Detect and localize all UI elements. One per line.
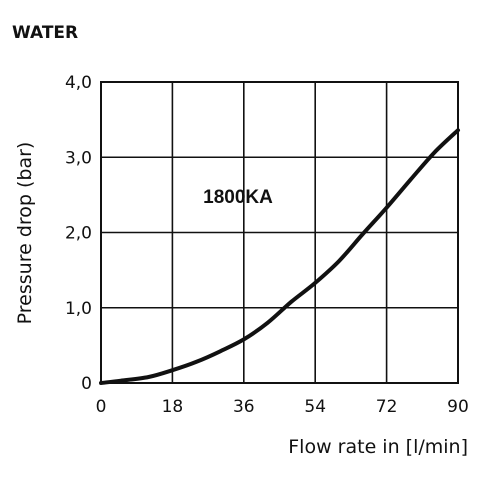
y-tick-label: 4,0 <box>65 73 92 93</box>
x-tick-label: 72 <box>376 397 398 417</box>
y-tick-label: 0 <box>81 374 92 394</box>
x-tick-label: 54 <box>304 397 326 417</box>
series-line <box>99 128 460 385</box>
plot-frame <box>100 81 459 384</box>
y-tick-label: 3,0 <box>65 148 92 168</box>
x-axis-label: Flow rate in [l/min] <box>288 436 468 458</box>
y-axis-label: Pressure drop (bar) <box>14 142 36 325</box>
x-tick-label: 18 <box>162 397 184 417</box>
y-axis-ticks: 0 1,0 2,0 3,0 4,0 <box>65 73 92 394</box>
grid <box>101 82 458 383</box>
curve-annotation: 1800KA <box>203 187 273 208</box>
y-tick-label: 2,0 <box>65 224 92 244</box>
x-tick-label: 90 <box>447 397 469 417</box>
chart-title: WATER <box>12 23 78 43</box>
x-axis-ticks: 0 18 36 54 72 90 <box>96 397 469 417</box>
x-tick-label: 0 <box>96 397 107 417</box>
x-tick-label: 36 <box>233 397 255 417</box>
y-tick-label: 1,0 <box>65 299 92 319</box>
